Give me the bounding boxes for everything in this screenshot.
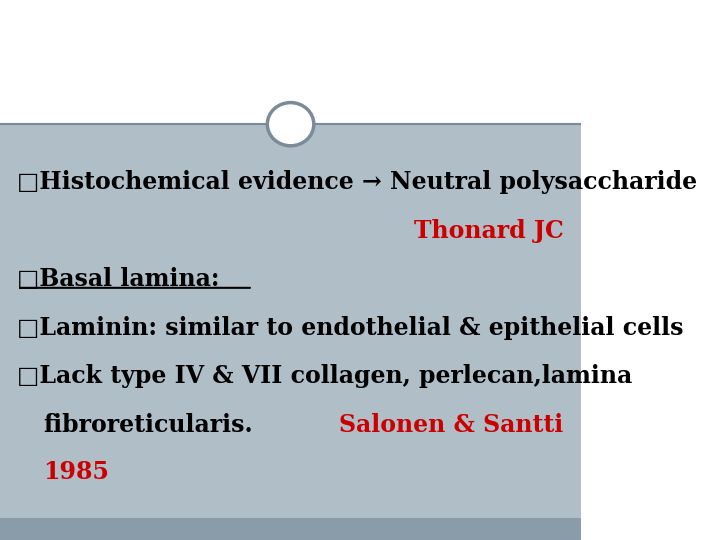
FancyBboxPatch shape xyxy=(0,124,581,518)
FancyBboxPatch shape xyxy=(0,518,581,540)
Text: Thonard JC: Thonard JC xyxy=(414,219,564,242)
Text: □Basal lamina:: □Basal lamina: xyxy=(17,267,220,291)
Text: □Laminin: similar to endothelial & epithelial cells: □Laminin: similar to endothelial & epith… xyxy=(17,316,684,340)
Text: □Histochemical evidence → Neutral polysaccharide: □Histochemical evidence → Neutral polysa… xyxy=(17,170,698,194)
Text: □Lack type IV & VII collagen, perlecan,lamina: □Lack type IV & VII collagen, perlecan,l… xyxy=(17,364,633,388)
Circle shape xyxy=(267,103,314,146)
Text: fibroreticularis.: fibroreticularis. xyxy=(44,413,253,437)
FancyBboxPatch shape xyxy=(0,0,581,124)
Text: Salonen & Santti: Salonen & Santti xyxy=(339,413,564,437)
Text: 1985: 1985 xyxy=(44,460,109,484)
